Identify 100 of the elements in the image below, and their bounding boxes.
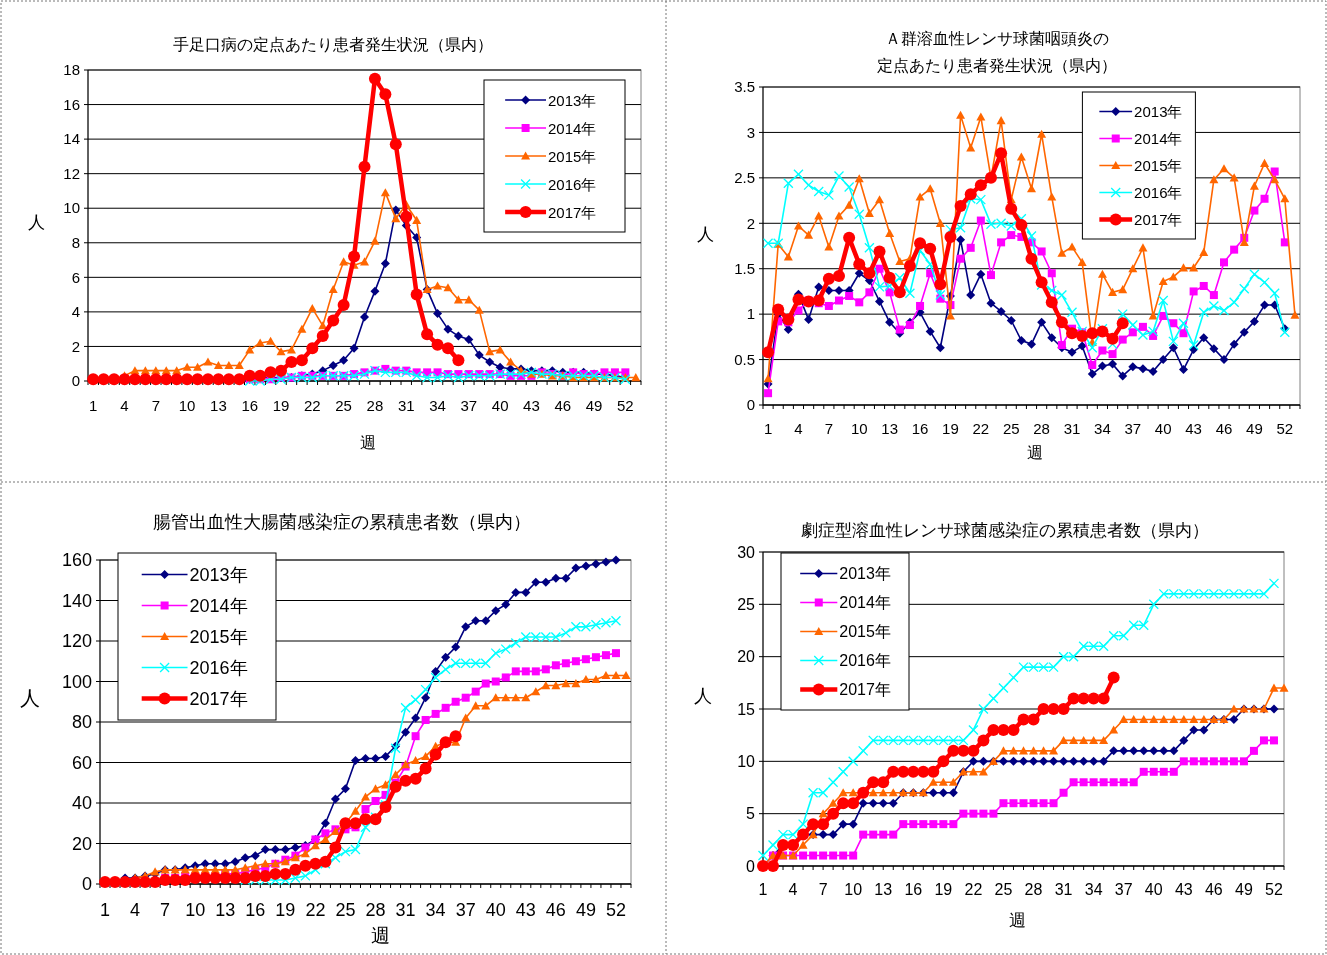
legend-label: 2017年 bbox=[1134, 211, 1183, 229]
chart-title: 腸管出血性大腸菌感染症の累積患者数（県内） bbox=[153, 512, 531, 532]
chart-title: Ａ群溶血性レンサ球菌咽頭炎の定点あたり患者発生状況（県内） bbox=[877, 30, 1117, 74]
x-tick-label: 1 bbox=[763, 420, 773, 437]
y-tick-label: 6 bbox=[71, 268, 80, 286]
x-tick-label: 34 bbox=[1094, 420, 1111, 437]
x-tick-label: 34 bbox=[1084, 881, 1103, 898]
x-tick-label: 46 bbox=[554, 397, 572, 414]
legend-label: 2016年 bbox=[189, 658, 248, 679]
y-tick-label: 3.5 bbox=[734, 78, 755, 96]
x-axis-title: 週 bbox=[360, 434, 376, 451]
x-tick-label: 25 bbox=[335, 397, 352, 414]
x-tick-label: 19 bbox=[934, 881, 953, 898]
y-tick-label: 0 bbox=[746, 396, 755, 414]
legend-label: 2013年 bbox=[189, 565, 248, 586]
y-tick-label: 15 bbox=[737, 700, 756, 718]
y-tick-label: 40 bbox=[71, 793, 92, 814]
x-tick-label: 52 bbox=[1276, 420, 1294, 437]
legend-label: 2015年 bbox=[189, 627, 248, 648]
x-axis-title: 週 bbox=[1027, 444, 1043, 461]
x-tick-label: 19 bbox=[942, 420, 959, 437]
x-tick-label: 16 bbox=[904, 881, 923, 898]
y-tick-label: 2 bbox=[746, 214, 755, 232]
legend-label: 2014年 bbox=[548, 119, 597, 137]
y-tick-label: 25 bbox=[737, 595, 756, 613]
y-tick-label: 5 bbox=[746, 805, 756, 823]
x-tick-label: 10 bbox=[185, 900, 206, 920]
legend-label: 2015年 bbox=[1134, 157, 1183, 175]
y-tick-label: 4 bbox=[71, 303, 80, 321]
y-axis-title: 人 bbox=[694, 686, 712, 706]
x-tick-label: 10 bbox=[844, 881, 863, 898]
x-tick-label: 13 bbox=[215, 900, 236, 920]
x-tick-label: 28 bbox=[1033, 420, 1050, 437]
x-tick-label: 40 bbox=[485, 900, 506, 920]
x-tick-label: 46 bbox=[1204, 881, 1223, 898]
x-tick-label: 49 bbox=[575, 900, 596, 920]
y-tick-label: 0.5 bbox=[734, 350, 755, 368]
y-tick-label: 160 bbox=[61, 550, 92, 571]
y-tick-label: 12 bbox=[63, 164, 80, 182]
legend-label: 2016年 bbox=[548, 175, 597, 193]
chart-title: 劇症型溶血性レンサ球菌感染症の累積患者数（県内） bbox=[801, 521, 1209, 540]
y-tick-label: 0 bbox=[746, 857, 756, 875]
x-tick-label: 4 bbox=[120, 397, 129, 414]
x-tick-label: 1 bbox=[100, 900, 111, 920]
y-tick-label: 80 bbox=[71, 712, 92, 733]
x-tick-label: 43 bbox=[1185, 420, 1202, 437]
x-tick-label: 31 bbox=[1054, 881, 1073, 898]
x-tick-label: 31 bbox=[1063, 420, 1081, 437]
y-tick-label: 16 bbox=[63, 95, 80, 113]
x-tick-label: 37 bbox=[460, 397, 478, 414]
chart-title: 手足口病の定点あたり患者発生状況（県内） bbox=[173, 36, 493, 53]
x-tick-label: 22 bbox=[303, 397, 321, 414]
y-tick-label: 20 bbox=[737, 648, 756, 666]
x-tick-label: 4 bbox=[794, 420, 803, 437]
x-tick-label: 49 bbox=[1246, 420, 1263, 437]
x-tick-label: 52 bbox=[605, 900, 626, 920]
x-tick-label: 43 bbox=[1174, 881, 1193, 898]
x-tick-label: 46 bbox=[545, 900, 566, 920]
legend-label: 2016年 bbox=[1134, 184, 1183, 202]
y-tick-label: 120 bbox=[61, 631, 92, 652]
x-tick-label: 46 bbox=[1215, 420, 1233, 437]
x-tick-label: 40 bbox=[1154, 420, 1172, 437]
y-tick-label: 10 bbox=[63, 199, 80, 217]
legend-label: 2013年 bbox=[548, 91, 597, 109]
x-tick-label: 37 bbox=[1124, 420, 1142, 437]
y-tick-label: 20 bbox=[71, 833, 92, 854]
y-tick-label: 30 bbox=[737, 543, 756, 561]
y-tick-label: 8 bbox=[71, 234, 80, 252]
y-tick-label: 18 bbox=[63, 61, 80, 79]
y-axis-title: 人 bbox=[27, 213, 45, 232]
legend-label: 2014年 bbox=[189, 596, 248, 617]
y-tick-label: 60 bbox=[71, 752, 92, 773]
x-tick-label: 4 bbox=[788, 881, 798, 898]
y-tick-label: 2 bbox=[71, 337, 80, 355]
y-tick-label: 1 bbox=[746, 305, 755, 323]
y-tick-label: 14 bbox=[63, 130, 80, 148]
x-tick-label: 13 bbox=[210, 397, 227, 414]
x-tick-label: 25 bbox=[335, 900, 356, 920]
x-tick-label: 7 bbox=[151, 397, 160, 414]
y-tick-label: 140 bbox=[61, 590, 92, 611]
x-tick-label: 31 bbox=[395, 900, 416, 920]
legend-label: 2015年 bbox=[839, 623, 891, 641]
x-tick-label: 43 bbox=[523, 397, 540, 414]
x-tick-label: 10 bbox=[850, 420, 868, 437]
x-tick-label: 1 bbox=[758, 881, 768, 898]
x-tick-label: 19 bbox=[275, 900, 296, 920]
legend-label: 2013年 bbox=[839, 565, 891, 583]
y-tick-label: 10 bbox=[737, 752, 756, 770]
x-tick-label: 7 bbox=[160, 900, 171, 920]
legend-label: 2014年 bbox=[839, 594, 891, 612]
x-tick-label: 22 bbox=[972, 420, 990, 437]
x-axis-title: 週 bbox=[370, 925, 390, 946]
y-tick-label: 3 bbox=[746, 123, 755, 141]
legend-label: 2017年 bbox=[839, 681, 891, 699]
x-tick-label: 16 bbox=[911, 420, 929, 437]
x-tick-label: 34 bbox=[425, 900, 446, 920]
x-tick-label: 31 bbox=[397, 397, 415, 414]
x-tick-label: 19 bbox=[272, 397, 290, 414]
y-axis-title: 人 bbox=[696, 225, 714, 244]
y-tick-label: 0 bbox=[81, 874, 92, 895]
